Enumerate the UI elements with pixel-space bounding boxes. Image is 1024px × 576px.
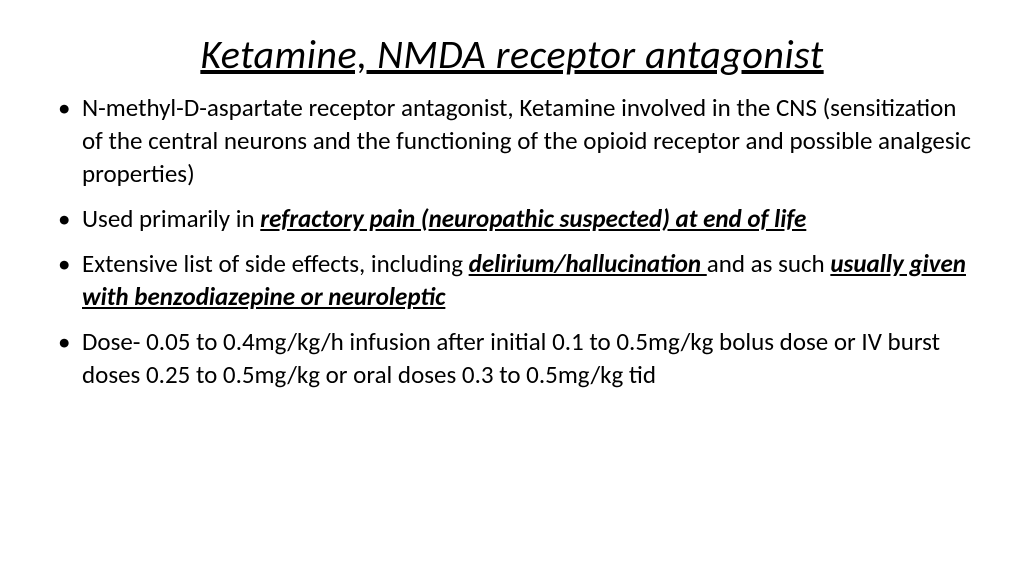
list-item: Extensive list of side effects, includin…	[58, 247, 974, 313]
bullet-text: Extensive list of side effects, includin…	[82, 248, 469, 279]
bullet-text: N-methyl-D-aspartate receptor antagonist…	[82, 92, 971, 189]
bullet-list: N-methyl-D-aspartate receptor antagonist…	[50, 91, 974, 391]
bullet-text: and as such	[707, 248, 831, 279]
list-item: N-methyl-D-aspartate receptor antagonist…	[58, 91, 974, 190]
bullet-emph: delirium/hallucination	[469, 248, 707, 279]
bullet-text: Dose- 0.05 to 0.4mg/kg/h infusion after …	[82, 326, 940, 390]
slide-title: Ketamine, NMDA receptor antagonist	[50, 30, 974, 79]
list-item: Used primarily in refractory pain (neuro…	[58, 202, 974, 235]
list-item: Dose- 0.05 to 0.4mg/kg/h infusion after …	[58, 325, 974, 391]
bullet-emph: refractory pain (neuropathic suspected) …	[260, 203, 806, 234]
bullet-text: Used primarily in	[82, 203, 260, 234]
